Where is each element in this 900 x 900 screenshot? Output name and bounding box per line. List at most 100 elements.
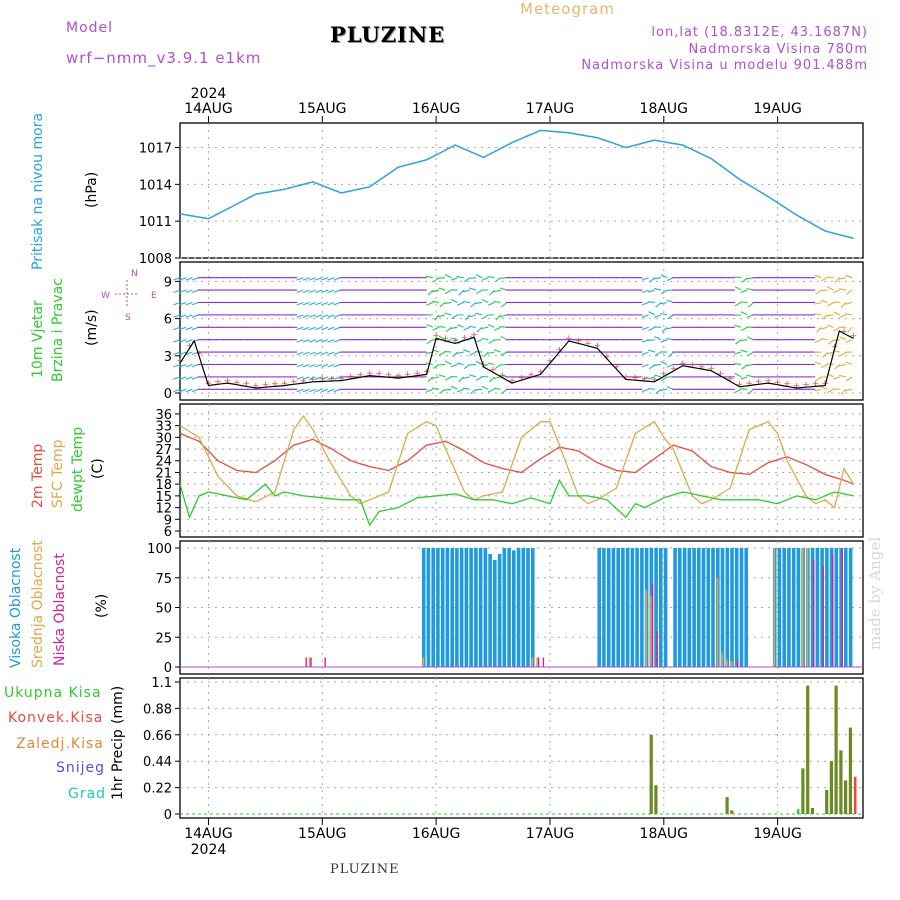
high-cloud-bar xyxy=(502,548,507,667)
wind-barb xyxy=(641,326,649,331)
high-cloud-bar xyxy=(791,548,796,667)
high-cloud-bar xyxy=(663,548,668,667)
wind-barb xyxy=(641,351,649,356)
wind-barb xyxy=(666,277,674,282)
high-cloud-bar xyxy=(488,554,492,667)
wind-barb xyxy=(185,301,193,306)
wind-barb xyxy=(846,326,853,333)
wind-barb xyxy=(493,387,501,390)
high-cloud-bar xyxy=(678,548,682,667)
wind-barb xyxy=(463,277,471,283)
wind-gust-marker: + xyxy=(508,376,516,386)
high-cloud-bar xyxy=(531,548,535,667)
wind-barb xyxy=(438,287,446,291)
wind-barb xyxy=(840,388,847,395)
wind-barb xyxy=(827,286,834,291)
wind-barb xyxy=(666,326,674,330)
wind-barb xyxy=(456,362,464,366)
wind-barb xyxy=(321,289,329,294)
xtick-label-bottom-1: 15AUG xyxy=(298,826,347,842)
wind-gust-marker: + xyxy=(300,376,308,386)
wind-barb xyxy=(463,364,471,370)
wind-barb xyxy=(191,376,199,380)
wind-barb xyxy=(494,364,501,370)
high-cloud-bar xyxy=(682,548,687,667)
wind-barb xyxy=(740,311,748,316)
wind-gust-marker: + xyxy=(850,332,858,342)
wind-barb xyxy=(296,314,304,318)
wind-barb xyxy=(462,376,470,380)
wind-barb xyxy=(315,388,323,393)
high-cloud-bar xyxy=(701,548,706,667)
wind-barb xyxy=(641,301,649,306)
total-precip-bar xyxy=(649,734,653,814)
wind-gust-marker: + xyxy=(470,330,478,340)
lonlat-label: lon,lat (18.8312E, 43.1687N) xyxy=(651,25,868,40)
wind-gust-marker: + xyxy=(764,376,772,386)
wind-barb xyxy=(302,363,310,368)
station-title: PLUZINE xyxy=(330,22,446,47)
wind-barb xyxy=(814,274,822,279)
wind-barb xyxy=(839,336,847,341)
ytick-label-1-0: 0 xyxy=(164,387,172,402)
wind-barb xyxy=(641,339,649,343)
wind-barb xyxy=(641,388,649,393)
wind-gust-marker: + xyxy=(375,370,383,380)
wind-gust-marker: + xyxy=(745,379,753,389)
wind-barb xyxy=(426,301,434,306)
high-cloud-bar xyxy=(640,548,644,667)
wind-barb xyxy=(296,301,304,306)
wind-gust-marker: + xyxy=(565,334,573,344)
ytick-label-3-0: 0 xyxy=(164,661,172,676)
wind-barb xyxy=(475,388,483,391)
high-cloud-bar xyxy=(464,548,469,667)
wind-barb xyxy=(654,374,662,378)
xtick-label-bottom-5: 19AUG xyxy=(753,826,802,842)
wind-barb xyxy=(456,301,464,306)
wind-barb xyxy=(444,350,452,353)
wind-gust-marker: + xyxy=(489,366,497,376)
total-precip-bar xyxy=(810,808,814,814)
ytick-label-0-1: 1011 xyxy=(139,215,172,230)
high-cloud-bar xyxy=(825,548,829,667)
wind-barb xyxy=(439,302,446,308)
wind-gust-marker: + xyxy=(252,381,260,391)
wind-barb xyxy=(185,314,193,318)
wind-barb xyxy=(740,326,748,332)
low-cloud-bar xyxy=(656,631,658,667)
mid-cloud-bar xyxy=(536,657,538,667)
wind-barb xyxy=(654,314,662,318)
ytick-label-2-2: 12 xyxy=(155,502,172,517)
wind-barb xyxy=(834,364,841,370)
wind-barb xyxy=(475,360,483,365)
wind-barb xyxy=(814,339,822,344)
wind-barb xyxy=(432,300,440,304)
mid-cloud-bar xyxy=(645,589,647,667)
wind-barb xyxy=(655,302,662,308)
wind-barb xyxy=(469,287,477,291)
wind-barb xyxy=(746,374,754,378)
wind-barb xyxy=(302,277,310,281)
xtick-label-top-3: 17AUG xyxy=(526,101,575,117)
wind-barb xyxy=(481,277,489,281)
wind-barb xyxy=(179,376,187,380)
wind-barb xyxy=(493,289,501,293)
wind-gust-marker: + xyxy=(594,342,602,352)
wind-barb xyxy=(493,300,501,304)
wind-barb xyxy=(450,385,458,390)
wind-gust-marker: + xyxy=(461,334,469,344)
wind-barb xyxy=(452,351,458,358)
wind-barb xyxy=(333,339,341,343)
wind-gust-marker: + xyxy=(347,372,355,382)
wind-barb xyxy=(296,351,304,356)
mid-cloud-bar xyxy=(422,657,425,667)
high-cloud-bar xyxy=(616,548,620,667)
ytick-label-2-6: 24 xyxy=(155,455,172,470)
wind-barb xyxy=(487,275,495,279)
low-cloud-bar xyxy=(813,559,815,667)
wind-barb xyxy=(173,326,181,331)
wind-barb xyxy=(179,351,187,356)
wind-barb xyxy=(820,277,828,282)
xtick-label-bottom-3: 17AUG xyxy=(526,826,575,842)
high-cloud-bar xyxy=(687,548,692,667)
